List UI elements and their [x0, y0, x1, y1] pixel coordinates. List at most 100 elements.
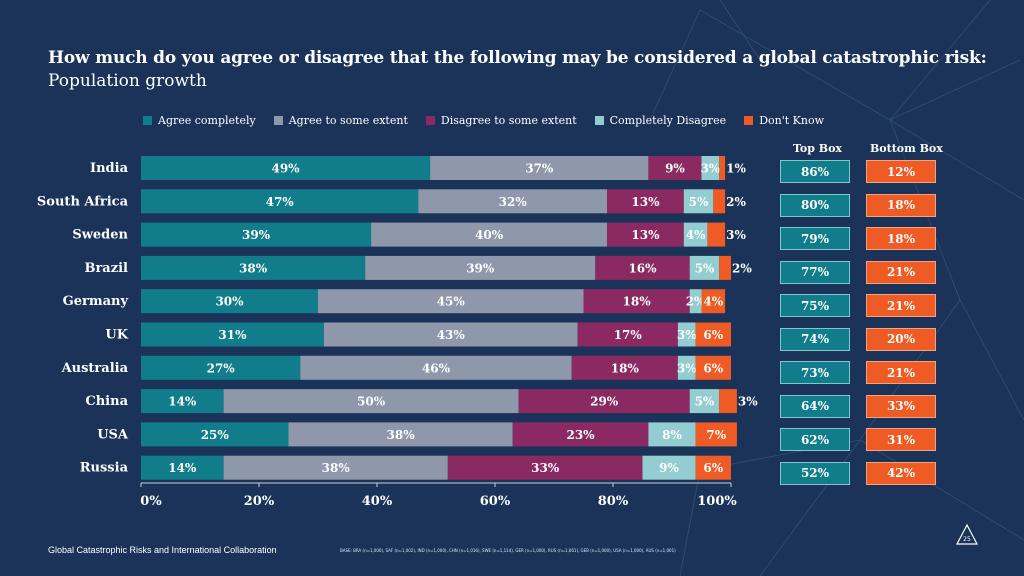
x-tick-label: 100% [697, 494, 737, 509]
data-label: 3% [700, 162, 720, 176]
legend-label: Don't Know [759, 114, 824, 127]
category-label: Russia [80, 461, 129, 476]
data-label: 32% [499, 195, 528, 209]
data-label: 23% [566, 428, 595, 442]
bottom-box-value: 21% [866, 361, 936, 384]
data-label: 47% [266, 195, 295, 209]
x-tick-label: 80% [598, 494, 629, 509]
bar-segment [719, 156, 726, 180]
bar-segment [418, 189, 608, 214]
legend-swatch [273, 116, 283, 125]
page-number: 25 [963, 536, 971, 543]
bar-segment [223, 455, 448, 480]
bar-segment [595, 255, 690, 280]
legend-label: Agree to some extent [288, 114, 408, 127]
bar-segment [141, 189, 419, 214]
bar-segment [689, 389, 720, 414]
bottom-box-value: 42% [866, 461, 936, 485]
data-label: 33% [531, 461, 560, 475]
legend-swatch [744, 116, 754, 125]
legend-item-disagree-some: Disagree to some extent [425, 114, 577, 127]
data-label: 49% [271, 162, 300, 176]
data-label: 18% [611, 361, 640, 375]
bar-segment [683, 222, 708, 247]
bar-segment [430, 156, 649, 180]
bottom-box-value: 31% [866, 428, 936, 451]
category-label: India [90, 161, 129, 176]
data-label: 27% [207, 361, 236, 375]
bar-segment [141, 389, 224, 414]
bar-segment [689, 289, 702, 314]
legend-item-dont-know: Don't Know [744, 114, 824, 127]
bar-segment [577, 322, 678, 347]
legend-swatch [425, 116, 435, 125]
data-label: 9% [665, 162, 685, 176]
bar-segment [141, 222, 372, 247]
bar-segment [677, 322, 696, 347]
x-tick-label: 60% [480, 494, 511, 509]
top-box-value: 79% [780, 227, 850, 250]
data-label: 40% [475, 228, 504, 242]
data-label: 14% [168, 461, 197, 475]
bar-segment [607, 222, 684, 247]
legend-label: Completely Disagree [609, 114, 727, 127]
data-label: 39% [242, 228, 271, 242]
legend-label: Agree completely [158, 114, 256, 127]
data-label: 38% [387, 428, 416, 442]
bar-segment [323, 322, 578, 347]
bar-segment [318, 289, 584, 314]
legend: Agree completely Agree to some extent Di… [143, 114, 842, 127]
top-box-value: 52% [780, 461, 850, 485]
data-label: 37% [525, 162, 554, 176]
data-label: 38% [322, 461, 351, 475]
footer-base-note: BASE: BRA (n=1,000), SAF (n=1,002), IND … [340, 548, 676, 553]
x-tick-label: 20% [244, 494, 275, 509]
bottom-box-header: Bottom Box [870, 142, 943, 155]
bar-segment [512, 422, 649, 447]
data-label: 7% [706, 428, 726, 442]
data-label: 8% [662, 428, 682, 442]
footer-title: Global Catastrophic Risks and Internatio… [48, 545, 277, 555]
bar-segment [648, 422, 696, 447]
data-label: 39% [466, 261, 495, 275]
legend-swatch [143, 116, 152, 125]
data-label: 31% [218, 328, 247, 342]
top-box-header: Top Box [793, 142, 842, 155]
data-label: 4% [703, 295, 723, 309]
bar-segment [371, 222, 608, 247]
data-label: 2% [686, 295, 706, 309]
bar-segment [713, 189, 726, 214]
bar-segment [141, 422, 289, 447]
data-label: 38% [239, 261, 268, 275]
triangle-icon [956, 523, 978, 545]
bar-segment [141, 455, 224, 480]
legend-item-agree-completely: Agree completely [143, 114, 256, 127]
data-label: 18% [623, 295, 652, 309]
bar-segment [695, 422, 737, 447]
data-label: 2% [732, 261, 752, 275]
bar-segment [695, 322, 731, 347]
bar-segment [677, 355, 696, 380]
data-label: 4% [686, 228, 706, 242]
bar-segment [141, 156, 431, 180]
category-label: South Africa [37, 194, 129, 209]
bar-segment [719, 389, 737, 414]
bottom-box-value: 21% [866, 294, 936, 317]
bottom-box-value: 18% [866, 227, 936, 250]
data-label: 17% [614, 328, 643, 342]
legend-item-agree-some: Agree to some extent [273, 114, 408, 127]
data-label: 3% [738, 395, 758, 409]
data-label: 43% [437, 328, 466, 342]
x-tick-label: 40% [362, 494, 393, 509]
data-label: 30% [215, 295, 244, 309]
bar-segment [518, 389, 690, 414]
x-tick-label: 0% [140, 494, 162, 509]
data-label: 29% [590, 395, 619, 409]
data-label: 46% [422, 361, 451, 375]
data-label: 3% [726, 228, 746, 242]
data-label: 6% [703, 361, 723, 375]
data-label: 50% [357, 395, 386, 409]
data-label: 6% [703, 328, 723, 342]
data-label: 14% [168, 395, 197, 409]
